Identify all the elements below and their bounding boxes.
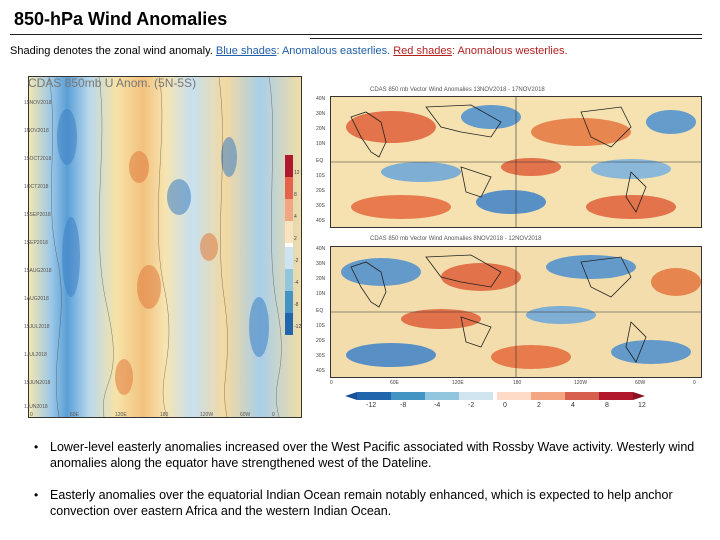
map-top-title: CDAS 850 mb Vector Wind Anomalies 13NOV2…	[370, 87, 545, 93]
hov-x-tick: 60E	[70, 412, 79, 418]
colorbar-label: 4	[571, 402, 575, 409]
title-divider-secondary	[310, 38, 702, 39]
map-lat-tick: 10N	[316, 141, 326, 147]
hov-x-tick: 180	[160, 412, 169, 418]
colorbar-label: 8	[605, 402, 609, 409]
map-lon-tick: 60W	[635, 380, 646, 386]
colorbar-label: -8	[400, 402, 407, 409]
red-shades-label: Red shades	[393, 45, 452, 57]
map-lon-tick: 120W	[574, 380, 588, 386]
title-divider	[10, 34, 702, 35]
map-lat-tick: 30N	[316, 111, 326, 117]
bullet-icon: •	[34, 488, 39, 502]
hovmoller-panel	[22, 72, 308, 422]
wind-map-bottom	[330, 246, 702, 378]
hov-y-tick: 15AUG2018	[24, 268, 52, 274]
blue-shades-label: Blue shades	[215, 45, 277, 57]
map-lat-tick: 40N	[316, 246, 326, 252]
map-lon-tick: 0	[693, 380, 696, 386]
hov-cbar-label: -2	[294, 258, 299, 264]
hov-y-tick: 1JUN2018	[24, 404, 48, 410]
map-lat-tick: EQ	[316, 158, 324, 164]
map-lon-tick: 180	[513, 380, 522, 386]
colorbar-label: -12	[366, 402, 377, 409]
hov-cbar-label: 8	[294, 192, 297, 198]
hov-y-tick: 15JUL2018	[24, 324, 50, 330]
hov-y-tick: 15NOV2018	[24, 100, 52, 106]
hovmoller-colorbar	[285, 155, 293, 335]
map-bottom-title: CDAS 850 mb Vector Wind Anomalies 8NOV20…	[370, 236, 542, 242]
bullet-item: • Easterly anomalies over the equatorial…	[34, 488, 704, 519]
hov-cbar-label: -12	[294, 324, 302, 330]
map-lat-tick: 20S	[316, 338, 325, 344]
bullet-text: Lower-level easterly anomalies increased…	[50, 440, 695, 470]
map-lat-tick: 30S	[316, 203, 325, 209]
page-title: 850-hPa Wind Anomalies	[14, 9, 228, 29]
hov-y-tick: 15SEP2018	[24, 212, 51, 218]
wind-map-top	[330, 96, 702, 228]
hovmoller-title: CDAS 850mb U Anom. (5N-5S)	[28, 76, 197, 90]
hov-cbar-label: -4	[294, 280, 299, 286]
map-lat-tick: 20N	[316, 126, 326, 132]
hov-x-tick: 120W	[200, 412, 214, 418]
map-lon-tick: 0	[330, 380, 333, 386]
colorbar-label: -4	[434, 402, 441, 409]
colorbar-label: 12	[638, 402, 646, 409]
map-lat-tick: 10S	[316, 173, 325, 179]
map-lat-tick: EQ	[316, 308, 324, 314]
hov-y-tick: 15JUN2018	[24, 380, 51, 386]
hov-y-tick: 1SEP2018	[24, 240, 48, 246]
hov-x-tick: 60W	[240, 412, 251, 418]
hov-cbar-label: 2	[294, 236, 297, 242]
map-lat-tick: 20N	[316, 276, 326, 282]
map-lon-tick: 120E	[452, 380, 464, 386]
red-shades-desc: : Anomalous westerlies.	[451, 45, 568, 57]
hov-cbar-label: 12	[294, 170, 300, 176]
bullet-list: • Lower-level easterly anomalies increas…	[34, 440, 704, 536]
hov-y-tick: 1OCT2018	[24, 184, 49, 190]
hov-y-tick: 1JUL2018	[24, 352, 47, 358]
hov-y-tick: 15OCT2018	[24, 156, 52, 162]
map-lat-tick: 10N	[316, 291, 326, 297]
map-lat-tick: 30N	[316, 261, 326, 267]
hovmoller-plot	[28, 76, 302, 418]
bullet-icon: •	[34, 440, 39, 454]
colorbar-label: -2	[468, 402, 475, 409]
subtitle: Shading denotes the zonal wind anomaly. …	[10, 45, 568, 57]
colorbar-label: 2	[537, 402, 541, 409]
blue-shades-desc: : Anomalous easterlies.	[276, 45, 394, 57]
hov-x-tick: 0	[272, 412, 275, 418]
map-colorbar	[345, 392, 645, 400]
hov-x-tick: 0	[30, 412, 33, 418]
hov-y-tick: 1NOV2018	[24, 128, 49, 134]
colorbar-label: 0	[503, 402, 507, 409]
map-lat-tick: 40N	[316, 96, 326, 102]
map-lat-tick: 20S	[316, 188, 325, 194]
bullet-text: Easterly anomalies over the equatorial I…	[50, 488, 673, 518]
hov-x-tick: 120E	[115, 412, 127, 418]
map-lat-tick: 30S	[316, 353, 325, 359]
map-lat-tick: 40S	[316, 368, 325, 374]
hov-cbar-label: 4	[294, 214, 297, 220]
hov-cbar-label: -8	[294, 302, 299, 308]
subtitle-prefix: Shading denotes the zonal wind anomaly.	[10, 45, 216, 57]
hov-y-tick: 1AUG2018	[24, 296, 49, 302]
bullet-item: • Lower-level easterly anomalies increas…	[34, 440, 704, 471]
map-lat-tick: 40S	[316, 218, 325, 224]
map-lat-tick: 10S	[316, 323, 325, 329]
map-lon-tick: 60E	[390, 380, 399, 386]
